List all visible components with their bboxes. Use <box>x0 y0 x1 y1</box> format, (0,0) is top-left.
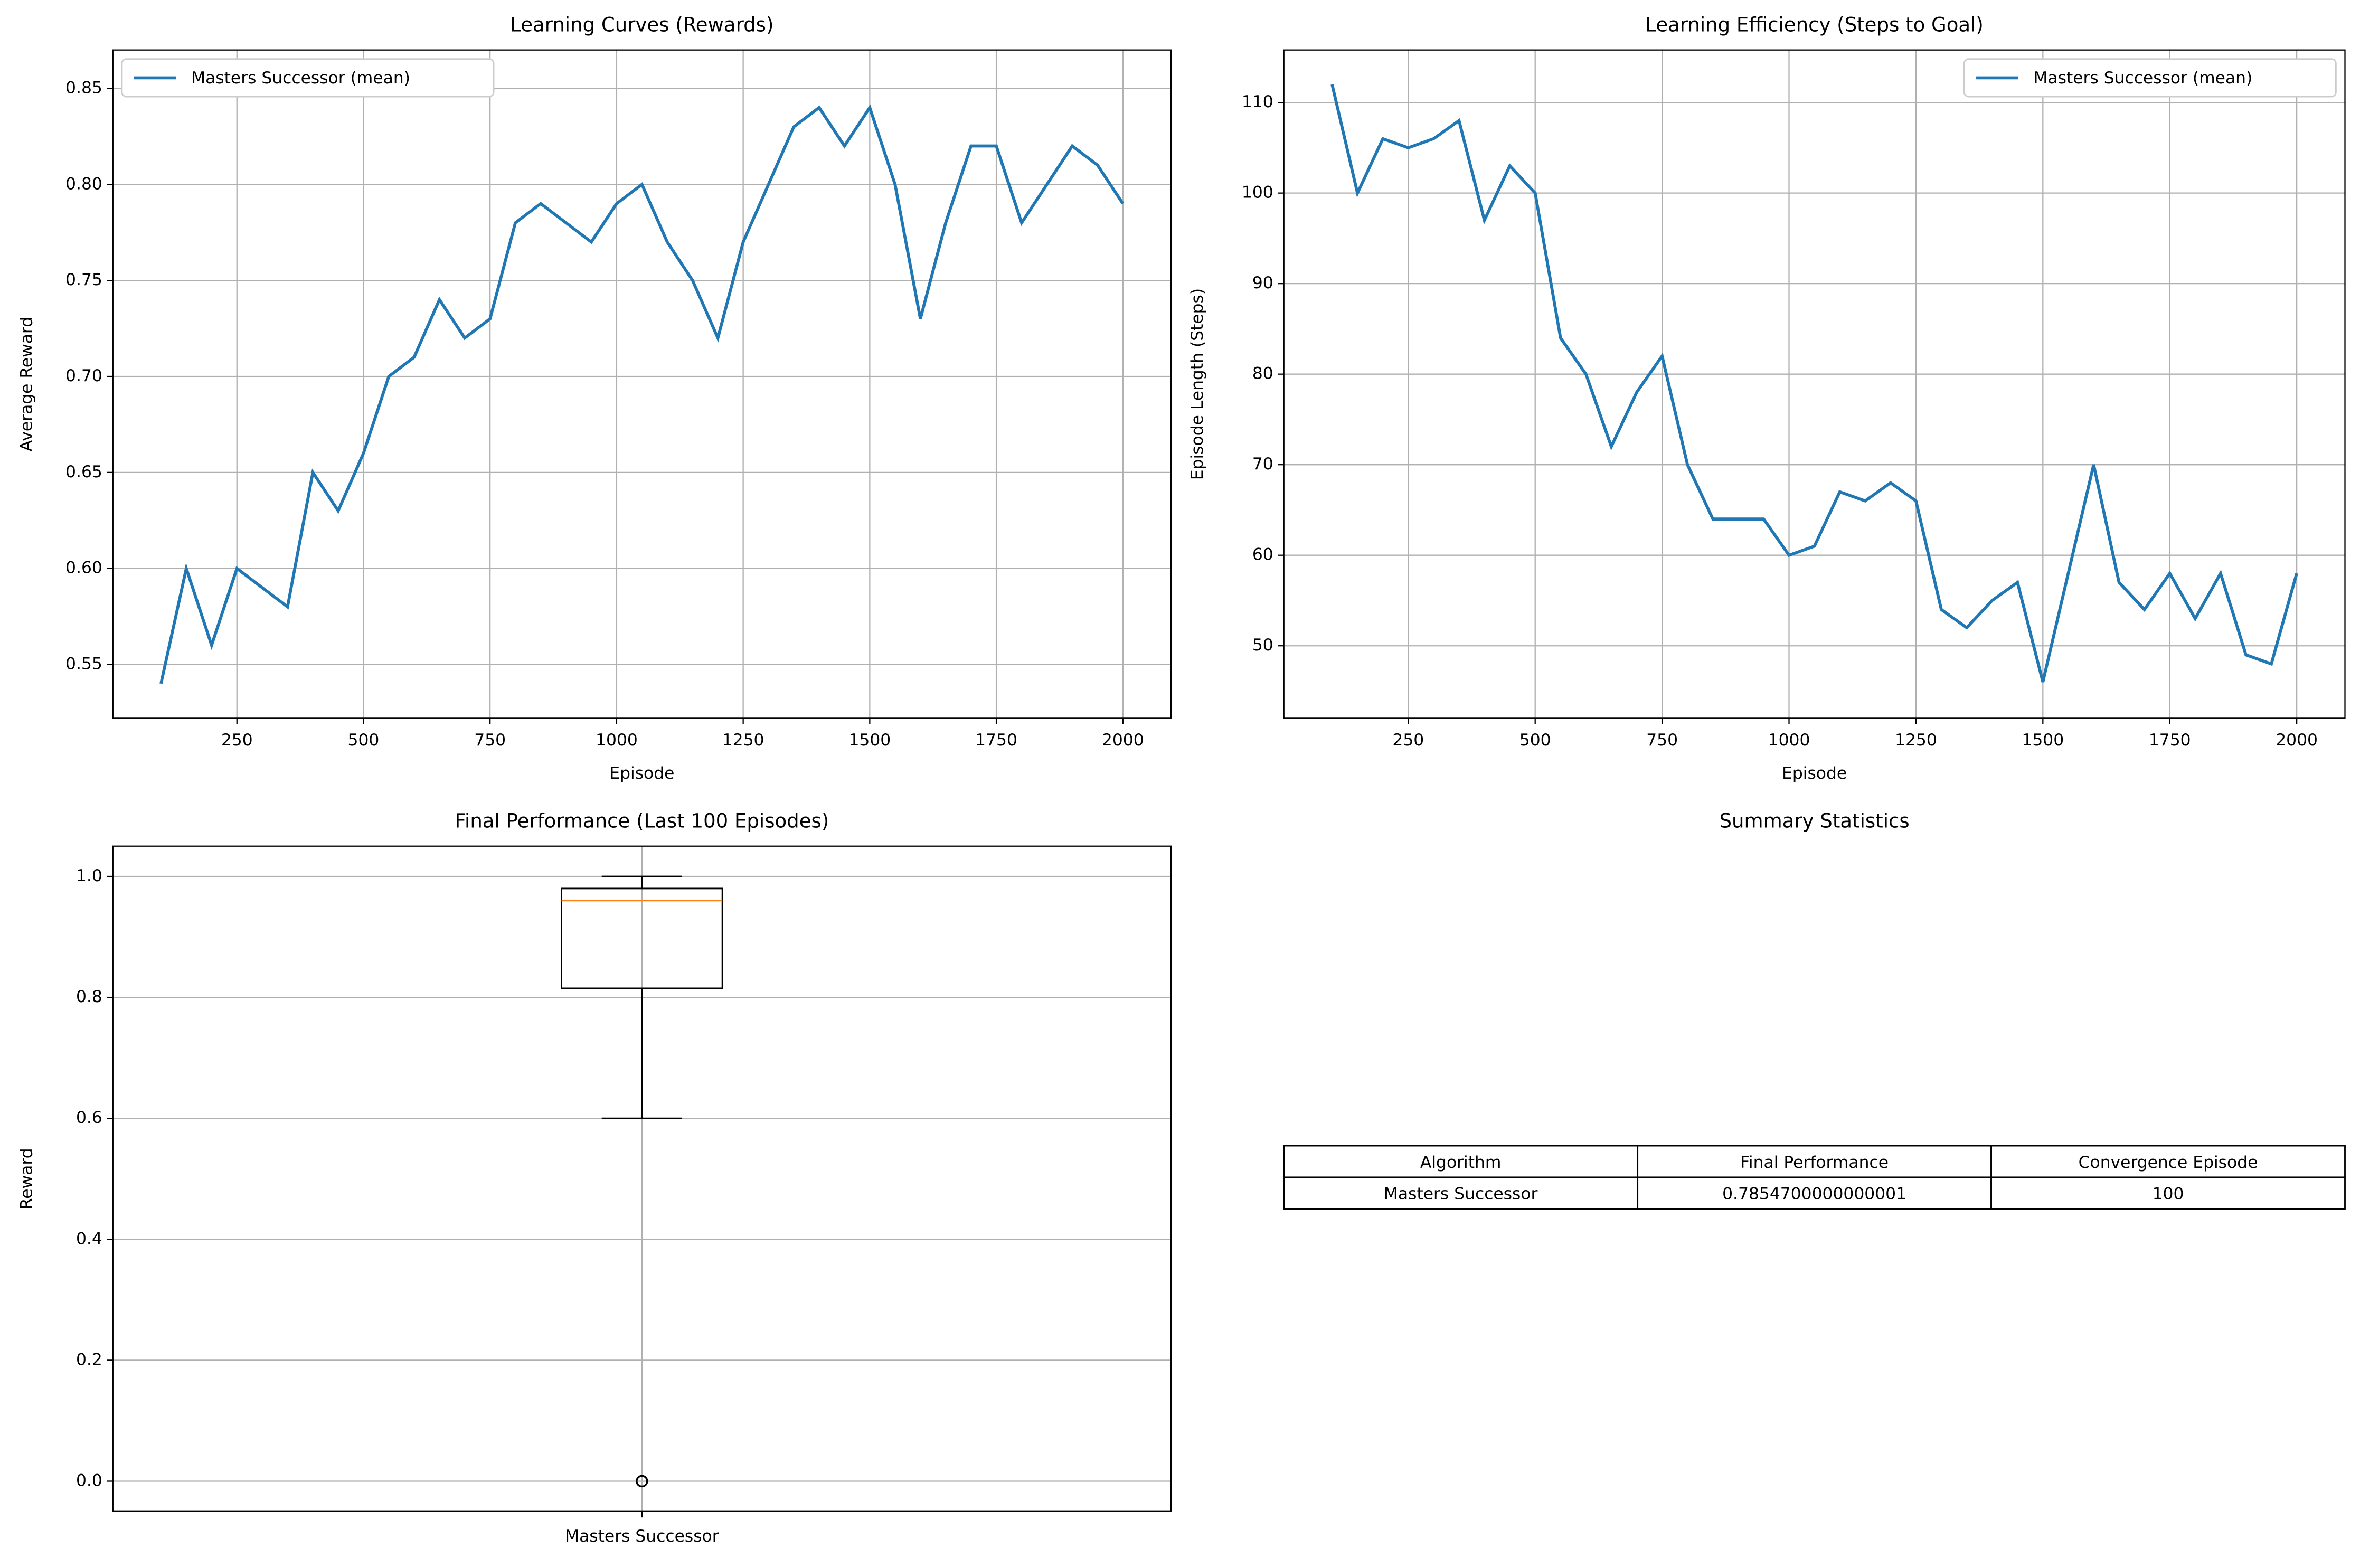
x-tick-label: 1250 <box>722 731 764 750</box>
y-tick-label: 100 <box>1242 183 1273 202</box>
x-tick-label: 500 <box>1519 731 1551 750</box>
table-cell <box>1990 1176 2346 1210</box>
x-tick-label: 1000 <box>1768 731 1810 750</box>
y-tick-label: 110 <box>1242 92 1273 111</box>
legend-box <box>1963 58 2337 98</box>
y-axis-label: Episode Length (Steps) <box>1188 288 1207 480</box>
x-axis-label: Episode <box>609 764 674 783</box>
table-cell <box>1990 1145 2346 1178</box>
x-tick-label: 2000 <box>1102 731 1144 750</box>
x-tick-label: 1500 <box>2022 731 2064 750</box>
table-cell-text: 100 <box>2153 1185 2184 1204</box>
y-tick-label: 90 <box>1252 273 1273 292</box>
chart-title: Final Performance (Last 100 Episodes) <box>455 810 829 833</box>
x-tick-label: 1750 <box>975 731 1017 750</box>
y-tick-label: 0.6 <box>76 1108 102 1127</box>
legend-label: Masters Successor (mean) <box>2033 69 2252 88</box>
x-tick-label: 750 <box>474 731 506 750</box>
x-tick-label: 1750 <box>2149 731 2191 750</box>
y-tick-label: 0.60 <box>65 559 102 578</box>
x-tick-label: 500 <box>348 731 380 750</box>
y-tick-label: 0.65 <box>65 462 102 481</box>
y-axis-label: Reward <box>17 1148 36 1210</box>
y-tick-label: 50 <box>1252 636 1273 655</box>
table-cell <box>1283 1176 1639 1210</box>
y-tick-label: 0.80 <box>65 174 102 193</box>
y-tick-label: 0.4 <box>76 1229 102 1248</box>
x-tick-label: 250 <box>221 731 253 750</box>
x-tick-label: Masters Successor <box>565 1527 719 1546</box>
x-tick-label: 1500 <box>848 731 891 750</box>
y-tick-label: 1.0 <box>76 866 102 885</box>
y-tick-label: 60 <box>1252 545 1273 564</box>
legend-label: Masters Successor (mean) <box>191 69 410 88</box>
table-cell-text: 0.7854700000000001 <box>1722 1185 1906 1204</box>
y-tick-label: 0.70 <box>65 366 102 385</box>
axes-frame <box>112 49 1172 719</box>
x-tick-label: 2000 <box>2276 731 2318 750</box>
x-axis-label: Episode <box>1782 764 1847 783</box>
y-tick-label: 0.8 <box>76 987 102 1006</box>
axes-frame <box>1283 49 2346 719</box>
table-header: Algorithm <box>1420 1153 1502 1172</box>
x-tick-label: 1000 <box>596 731 638 750</box>
y-tick-label: 80 <box>1252 364 1273 383</box>
y-tick-label: 0.75 <box>65 270 102 289</box>
data-line <box>159 104 1125 684</box>
x-tick-label: 750 <box>1646 731 1678 750</box>
table-cell-text: Masters Successor <box>1384 1185 1538 1204</box>
legend-box <box>121 58 495 98</box>
y-tick-label: 0.55 <box>65 655 102 674</box>
table-header: Final Performance <box>1740 1153 1889 1172</box>
table-header: Convergence Episode <box>2079 1153 2258 1172</box>
outlier <box>636 1475 648 1488</box>
axes-frame <box>112 845 1172 1512</box>
x-tick-label: 1250 <box>1895 731 1937 750</box>
table-cell <box>1283 1145 1639 1178</box>
y-tick-label: 0.2 <box>76 1350 102 1369</box>
chart-title: Learning Efficiency (Steps to Goal) <box>1645 14 1984 36</box>
box <box>561 887 723 989</box>
y-tick-label: 70 <box>1252 455 1273 474</box>
table-cell <box>1637 1145 1992 1178</box>
chart-title: Summary Statistics <box>1720 810 1910 833</box>
y-tick-label: 0.85 <box>65 78 102 97</box>
y-axis-label: Average Reward <box>17 317 36 451</box>
chart-title: Learning Curves (Rewards) <box>510 14 773 36</box>
y-tick-label: 0.0 <box>76 1471 102 1490</box>
x-tick-label: 250 <box>1392 731 1424 750</box>
data-line <box>1330 84 2298 683</box>
